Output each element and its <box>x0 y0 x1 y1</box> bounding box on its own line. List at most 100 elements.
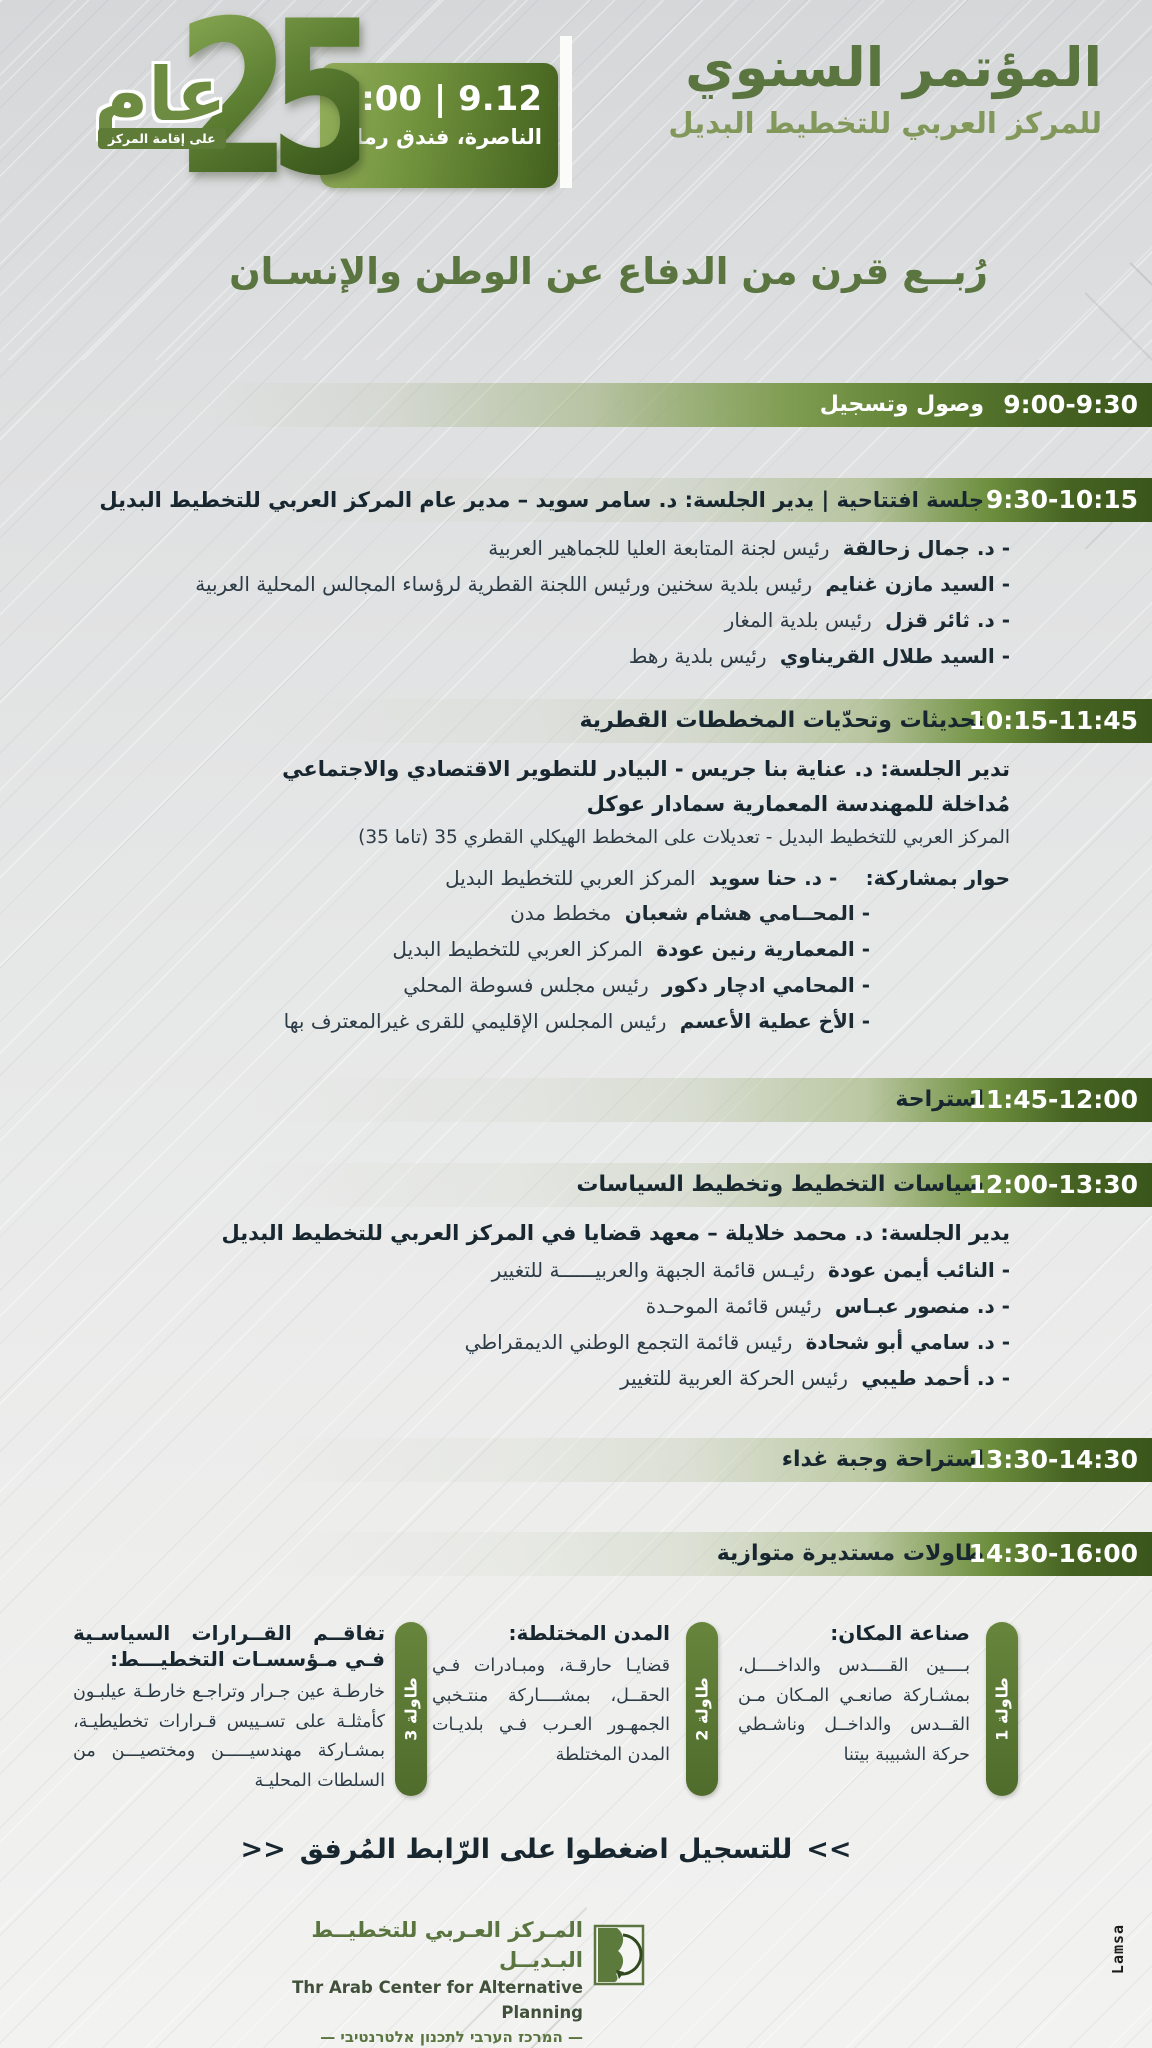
tagline: رُبــع قرن من الدفاع عن الوطن والإنسـان <box>229 250 988 293</box>
session-title: استراحة وجبة غداء <box>781 1447 984 1472</box>
angle-arrows-left-icon: << <box>806 1834 852 1865</box>
speaker-name: - د. ثائر قزل <box>885 608 1010 632</box>
speaker-line: - د. سامي أبو شحادة رئيس قائمة التجمع ال… <box>465 1324 1010 1360</box>
speaker-role: رئيس بلدية رهط <box>628 644 767 668</box>
schedule-bar-break: استراحة 11:45-12:00 <box>130 1078 1152 1122</box>
speaker-role: رئيس بلدية المغار <box>724 608 872 632</box>
speaker-name: - د. سامي أبو شحادة <box>805 1330 1010 1354</box>
session-time: 13:30-14:30 <box>968 1445 1138 1474</box>
table-pill-label: طاولة 1 <box>992 1677 1012 1741</box>
speaker-line: - الأخ عطية الأعسم رئيس المجلس الإقليمي … <box>284 1003 870 1039</box>
speaker-name: - د. منصور عبـاس <box>834 1294 1010 1318</box>
table-pill-2: طاولة 2 <box>686 1622 718 1796</box>
dialog-line: حوار بمشاركة: - د. حنا سويد المركز العرب… <box>445 860 1010 896</box>
speaker-name: - النائب أيمن عودة <box>828 1258 1010 1282</box>
org-name-block: المـركز العـربي للتخطيــط البـديــل Thr … <box>283 1915 583 2048</box>
speaker-role: المركز العربي للتخطيط البديل <box>445 866 696 890</box>
session-time: 11:45-12:00 <box>968 1085 1138 1114</box>
table-pill-label: طاولة 3 <box>401 1677 421 1741</box>
org-name-english: Thr Arab Center for Alternative Planning <box>292 1978 583 2022</box>
speaker-role: رئيس المجلس الإقليمي للقرى غيرالمعترف به… <box>283 1009 667 1033</box>
policies-session-block: يدير الجلسة: د. محمد خلايلة – معهد قضايا… <box>221 1216 1010 1251</box>
speaker-name: - المحــامي هشام شعبان <box>624 901 870 925</box>
speaker-role: رئيـس قائمة الجبهة والعربيــــــة للتغيي… <box>491 1258 815 1282</box>
header-divider <box>560 36 572 188</box>
speaker-role: مخطط مدن <box>510 901 612 925</box>
intervention-line: مُداخلة للمهندسة المعمارية سمادار عوكل <box>586 792 1010 816</box>
speaker-name: - د. أحمد طيبي <box>861 1366 1010 1390</box>
anniversary-caption: على إقامة المركز <box>98 128 226 149</box>
speaker-name: - د. جمال زحالقة <box>842 536 1010 560</box>
session-time: 9:30-10:15 <box>985 485 1138 514</box>
moderator-line: تدير الجلسة: د. عناية بنا جريس - البيادر… <box>282 757 1010 781</box>
header-title-block: المؤتمر السنوي للمركز العربي للتخطيط الب… <box>668 36 1102 142</box>
speaker-line: - المعمارية رنين عودة المركز العربي للتخ… <box>284 931 870 967</box>
session-time: 12:00-13:30 <box>968 1170 1138 1199</box>
round-table-3: تفاقــم القــرارات السياسـية فـي مـؤسسـا… <box>73 1620 385 1796</box>
dialog-participants-list: - المحــامي هشام شعبان مخطط مدن - المعما… <box>284 895 870 1039</box>
session-title: طاولات مستديرة متوازية <box>716 1541 984 1566</box>
moderator-line: يدير الجلسة: د. محمد خلايلة – معهد قضايا… <box>221 1221 1010 1245</box>
anniversary-word: عام <box>94 52 227 138</box>
table-body: قضايـا حارقـة، ومبـادرات فـي الحقــل، بم… <box>432 1656 670 1765</box>
schedule-bar-roundtables: طاولات مستديرة متوازية 14:30-16:00 <box>130 1532 1152 1576</box>
speaker-name: - الأخ عطية الأعسم <box>679 1009 870 1033</box>
table-body: خارطـة عين جـرار وتراجـع خارطـة عيلبـون … <box>73 1682 385 1791</box>
table-title: تفاقــم القــرارات السياسـية فـي مـؤسسـا… <box>73 1621 385 1671</box>
speaker-role: رئيس الحركة العربية للتغيير <box>620 1366 848 1390</box>
speaker-name: - المعمارية رنين عودة <box>656 937 870 961</box>
speaker-role: المركز العربي للتخطيط البديل <box>392 937 643 961</box>
speaker-line: - النائب أيمن عودة رئيـس قائمة الجبهة وا… <box>465 1252 1010 1288</box>
session-title: جلسة افتتاحية | يدير الجلسة: د. سامر سوي… <box>99 488 984 512</box>
org-name-arabic: المـركز العـربي للتخطيــط البـديــل <box>311 1918 583 1972</box>
schedule-bar-opening: جلسة افتتاحية | يدير الجلسة: د. سامر سوي… <box>99 478 1152 522</box>
speaker-role: رئيس قائمة التجمع الوطني الديمقراطي <box>464 1330 793 1354</box>
session-title: استراحة <box>895 1087 984 1112</box>
speaker-line: - السيد مازن غنايم رئيس بلدية سخنين ورئي… <box>195 566 1010 602</box>
speaker-line: - د. أحمد طيبي رئيس الحركة العربية للتغي… <box>465 1360 1010 1396</box>
speaker-line: - د. جمال زحالقة رئيس لجنة المتابعة العل… <box>195 530 1010 566</box>
round-table-2: المدن المختلطة: قضايـا حارقـة، ومبـادرات… <box>432 1620 670 1770</box>
table-pill-3: طاولة 3 <box>395 1622 427 1796</box>
registration-cta[interactable]: >> للتسجيل اضغطوا على الرّابط المُرفق << <box>0 1834 1092 1865</box>
schedule-bar-plans: تحديثات وتحدّيات المخططات القطرية 10:15-… <box>130 699 1152 743</box>
speaker-name: - السيد طلال القريناوي <box>779 644 1010 668</box>
speaker-line: - المحامي ادچار دكور رئيس مجلس فسوطة الم… <box>284 967 870 1003</box>
schedule-bar-policies: سياسات التخطيط وتخطيط السياسات 12:00-13:… <box>130 1163 1152 1207</box>
session-time: 14:30-16:00 <box>968 1539 1138 1568</box>
dialog-label: حوار بمشاركة: <box>865 866 1010 890</box>
registration-text: للتسجيل اضغطوا على الرّابط المُرفق <box>299 1834 793 1865</box>
org-name-hebrew: — המרכז הערבי לתכנון אלטרנטיבי — <box>320 2028 583 2046</box>
page-subtitle: للمركز العربي للتخطيط البديل <box>668 106 1102 140</box>
round-table-1: صناعة المكان: بــــين القــــدس والداخــ… <box>738 1620 970 1770</box>
table-pill-1: طاولة 1 <box>986 1622 1018 1796</box>
speaker-role: رئيس بلدية سخنين ورئيس اللجنة القطرية لر… <box>195 572 812 596</box>
page-title: المؤتمر السنوي <box>685 36 1102 99</box>
design-credit: Lamsa <box>1109 1923 1127 1975</box>
speaker-name: - السيد مازن غنايم <box>825 572 1010 596</box>
speaker-line: - د. منصور عبـاس رئيس قائمة الموحـدة <box>465 1288 1010 1324</box>
session-time: 10:15-11:45 <box>968 706 1138 735</box>
speaker-name: - المحامي ادچار دكور <box>661 973 870 997</box>
speaker-role: رئيس قائمة الموحـدة <box>645 1294 822 1318</box>
angle-arrows-right-icon: >> <box>240 1834 286 1865</box>
dialog-participants-header: حوار بمشاركة: - د. حنا سويد المركز العرب… <box>445 860 1010 896</box>
schedule-bar-arrival: وصول وتسجيل 9:00-9:30 <box>130 383 1152 427</box>
intervention-note: المركز العربي للتخطيط البديل - تعديلات ع… <box>358 827 1010 848</box>
session-title: تحديثات وتحدّيات المخططات القطرية <box>579 708 984 733</box>
anniversary-number: 25 <box>176 0 383 224</box>
session-title: سياسات التخطيط وتخطيط السياسات <box>576 1172 984 1197</box>
speaker-role: رئيس مجلس فسوطة المحلي <box>403 973 649 997</box>
speaker-line: - السيد طلال القريناوي رئيس بلدية رهط <box>195 638 1010 674</box>
speaker-name: - د. حنا سويد <box>708 866 838 890</box>
speaker-role: رئيس لجنة المتابعة العليا للجماهير العرب… <box>488 536 830 560</box>
speaker-line: - المحــامي هشام شعبان مخطط مدن <box>284 895 870 931</box>
table-title: المدن المختلطة: <box>508 1621 670 1645</box>
speaker-line: - د. ثائر قزل رئيس بلدية المغار <box>195 602 1010 638</box>
event-location: الناصرة، فندق رمادا <box>337 125 542 149</box>
plans-session-block: تدير الجلسة: د. عناية بنا جريس - البيادر… <box>282 752 1010 854</box>
table-title: صناعة المكان: <box>830 1621 970 1645</box>
event-datetime-banner: 9:00 | 9.12 الناصرة، فندق رمادا <box>320 63 558 188</box>
table-pill-label: طاولة 2 <box>692 1677 712 1741</box>
